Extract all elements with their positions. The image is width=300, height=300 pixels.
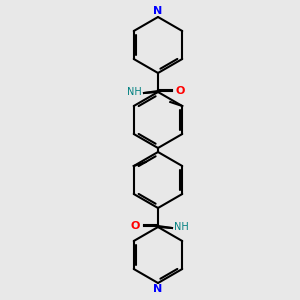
Text: N: N (153, 6, 163, 16)
Text: O: O (130, 221, 140, 231)
Text: O: O (176, 86, 185, 96)
Text: N: N (153, 284, 163, 294)
Text: NH: NH (174, 222, 189, 232)
Text: NH: NH (127, 87, 142, 97)
